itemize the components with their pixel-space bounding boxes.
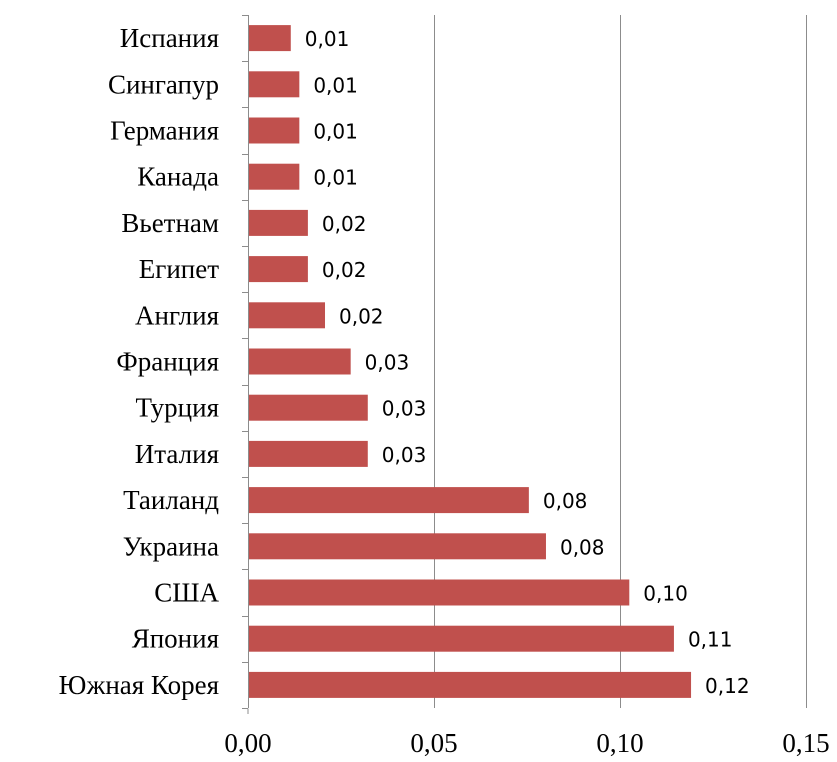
category-label: Египет: [139, 254, 219, 284]
category-label: Испания: [120, 23, 219, 53]
bar-0: [249, 25, 291, 52]
bar-2: [249, 117, 300, 144]
data-label: 0,02: [322, 258, 367, 282]
category-label: Сингапур: [108, 69, 219, 99]
category-label: Англия: [135, 300, 219, 330]
data-labels: 0,01 0,01 0,01 0,01 0,02 0,02 0,02 0,03 0,03 0,03…: [305, 27, 750, 698]
bar-7: [249, 348, 351, 375]
data-label: 0,01: [313, 73, 358, 97]
data-label: 0,02: [339, 304, 384, 328]
bar-13: [249, 625, 674, 652]
bars: [249, 25, 692, 698]
x-tick-label: 0,15: [782, 728, 829, 758]
bar-1: [249, 71, 300, 98]
data-label: 0,01: [313, 120, 358, 144]
bar-9: [249, 440, 368, 467]
x-tick-label: 0,10: [596, 728, 643, 758]
category-label: США: [154, 578, 219, 608]
data-label: 0,03: [382, 443, 427, 467]
category-label: Италия: [135, 439, 219, 469]
data-label: 0,10: [643, 582, 688, 606]
category-label: Германия: [110, 116, 219, 146]
category-label: Таиланд: [123, 485, 219, 515]
bar-11: [249, 533, 546, 560]
data-label: 0,08: [560, 535, 605, 559]
x-tick-label: 0,00: [224, 728, 271, 758]
bar-5: [249, 256, 308, 283]
bar-10: [249, 487, 529, 514]
data-label: 0,01: [313, 166, 358, 190]
data-label: 0,08: [543, 489, 588, 513]
category-label: Турция: [136, 393, 219, 423]
x-tick-labels: 0,00 0,05 0,10 0,15: [224, 728, 829, 758]
data-label: 0,01: [305, 27, 350, 51]
category-label: Южная Корея: [59, 670, 219, 700]
category-labels: Испания Сингапур Германия Канада Вьетнам Егип…: [59, 23, 220, 700]
category-label: Украина: [123, 531, 219, 561]
y-axis: [242, 15, 249, 714]
category-label: Япония: [132, 624, 219, 654]
data-label: 0,03: [382, 397, 427, 421]
bar-14: [249, 671, 692, 698]
category-label: Канада: [137, 162, 219, 192]
data-label: 0,02: [322, 212, 367, 236]
category-label: Франция: [116, 347, 219, 377]
bar-12: [249, 579, 630, 606]
bar-3: [249, 163, 300, 190]
data-label: 0,12: [705, 674, 750, 698]
data-label: 0,03: [365, 351, 410, 375]
bar-8: [249, 394, 368, 421]
category-label: Вьетнам: [121, 208, 219, 238]
data-label: 0,11: [688, 628, 733, 652]
bar-4: [249, 209, 308, 236]
x-tick-label: 0,05: [410, 728, 457, 758]
bar-6: [249, 302, 326, 329]
